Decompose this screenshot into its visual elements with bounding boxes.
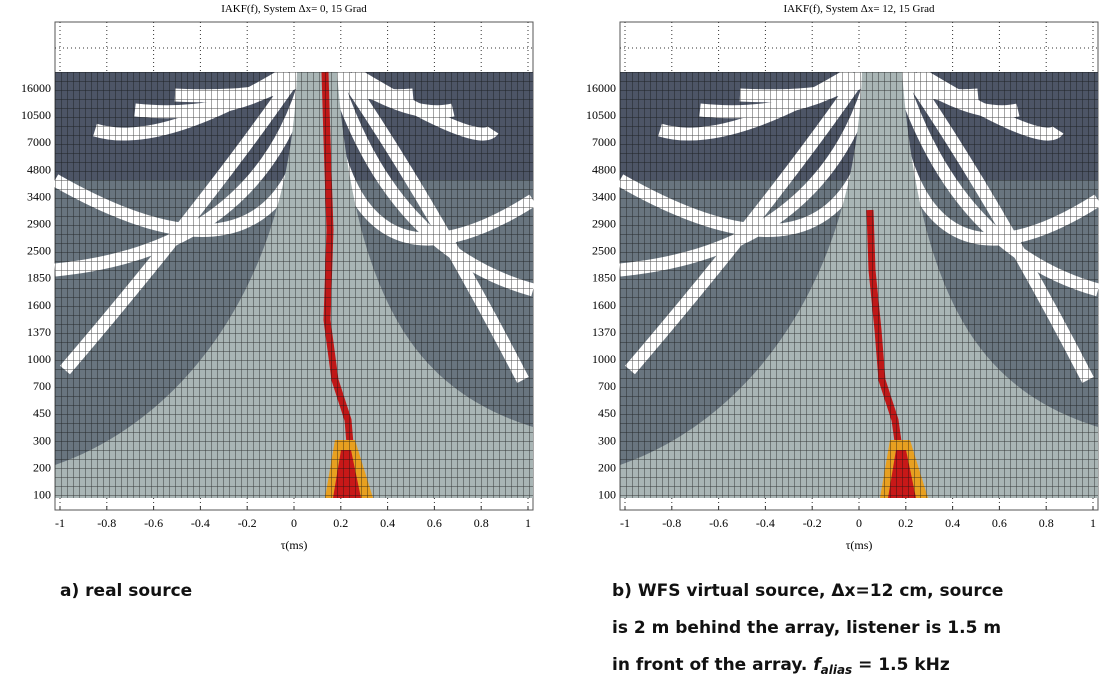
y-tick-label: 7000: [27, 135, 51, 149]
y-tick-label: 3400: [592, 189, 616, 203]
x-tick-label: 0: [291, 516, 297, 530]
caption-subscript: alias: [821, 663, 853, 677]
x-tick-label: 0.2: [333, 516, 348, 530]
caption-b-line: in front of the array. falias = 1.5 kHz: [612, 655, 950, 677]
y-tick-label: 2500: [27, 244, 51, 258]
y-tick-label: 700: [598, 379, 616, 393]
y-tick-label: 1370: [27, 325, 51, 339]
caption-text: in front of the array.: [612, 655, 813, 675]
y-tick-label: 1600: [27, 298, 51, 312]
y-tick-label: 4800: [27, 162, 51, 176]
y-tick-label: 1370: [592, 325, 616, 339]
y-tick-label: 450: [598, 406, 616, 420]
x-tick-label: 0.4: [380, 516, 395, 530]
x-tick-label: 0.8: [474, 516, 489, 530]
x-tick-label: -1: [620, 516, 630, 530]
x-tick-label: -0.6: [144, 516, 163, 530]
y-tick-label: 1850: [27, 271, 51, 285]
y-tick-label: 100: [598, 488, 616, 502]
x-tick-label: 0.2: [898, 516, 913, 530]
x-tick-label: -0.6: [709, 516, 728, 530]
panel-title: IAKF(f), System Δx= 12, 15 Grad: [783, 3, 935, 15]
y-tick-label: 10500: [21, 108, 51, 122]
y-tick-label: 200: [598, 460, 616, 474]
y-tick-label: 200: [33, 460, 51, 474]
heatmap: [616, 66, 1102, 498]
caption-b-line: b) WFS virtual source, Δx=12 cm, source: [612, 581, 1003, 601]
y-tick-label: 2900: [592, 217, 616, 231]
panel-b: IAKF(f), System Δx= 12, 15 Grad160001050…: [586, 3, 1102, 552]
panel-title: IAKF(f), System Δx= 0, 15 Grad: [221, 3, 367, 15]
y-tick-label: 10500: [586, 108, 616, 122]
caption-symbol: f: [813, 655, 823, 675]
y-tick-label: 1000: [27, 352, 51, 366]
x-tick-label: 0: [856, 516, 862, 530]
panel-a: IAKF(f), System Δx= 0, 15 Grad1600010500…: [21, 3, 537, 552]
y-tick-label: 3400: [27, 189, 51, 203]
caption-a: a) real source: [60, 581, 192, 601]
caption-text: = 1.5 kHz: [852, 655, 950, 675]
x-tick-label: -1: [55, 516, 65, 530]
heat-cells: [620, 72, 1098, 498]
x-tick-label: 1: [1090, 516, 1096, 530]
x-tick-label: -0.8: [662, 516, 681, 530]
x-tick-label: -0.4: [191, 516, 210, 530]
y-tick-label: 16000: [21, 81, 51, 95]
x-tick-label: -0.4: [756, 516, 775, 530]
x-tick-label: 0.6: [427, 516, 442, 530]
x-tick-label: 1: [525, 516, 531, 530]
x-tick-label: -0.2: [803, 516, 822, 530]
y-tick-label: 4800: [592, 162, 616, 176]
y-tick-label: 1600: [592, 298, 616, 312]
y-tick-label: 450: [33, 406, 51, 420]
x-tick-label: 0.4: [945, 516, 960, 530]
y-tick-label: 100: [33, 488, 51, 502]
caption-b-line: is 2 m behind the array, listener is 1.5…: [612, 618, 1001, 638]
y-tick-label: 16000: [586, 81, 616, 95]
x-tick-label: 0.8: [1039, 516, 1054, 530]
y-tick-label: 700: [33, 379, 51, 393]
x-axis-label: τ(ms): [281, 538, 308, 552]
heat-cells: [55, 72, 533, 498]
y-tick-label: 7000: [592, 135, 616, 149]
heatmap: [51, 66, 537, 498]
x-axis-label: τ(ms): [846, 538, 873, 552]
y-tick-label: 300: [33, 433, 51, 447]
y-tick-label: 1000: [592, 352, 616, 366]
x-tick-label: -0.8: [97, 516, 116, 530]
x-tick-label: 0.6: [992, 516, 1007, 530]
y-tick-label: 2900: [27, 217, 51, 231]
x-tick-label: -0.2: [238, 516, 257, 530]
y-tick-label: 300: [598, 433, 616, 447]
y-tick-label: 1850: [592, 271, 616, 285]
y-tick-label: 2500: [592, 244, 616, 258]
